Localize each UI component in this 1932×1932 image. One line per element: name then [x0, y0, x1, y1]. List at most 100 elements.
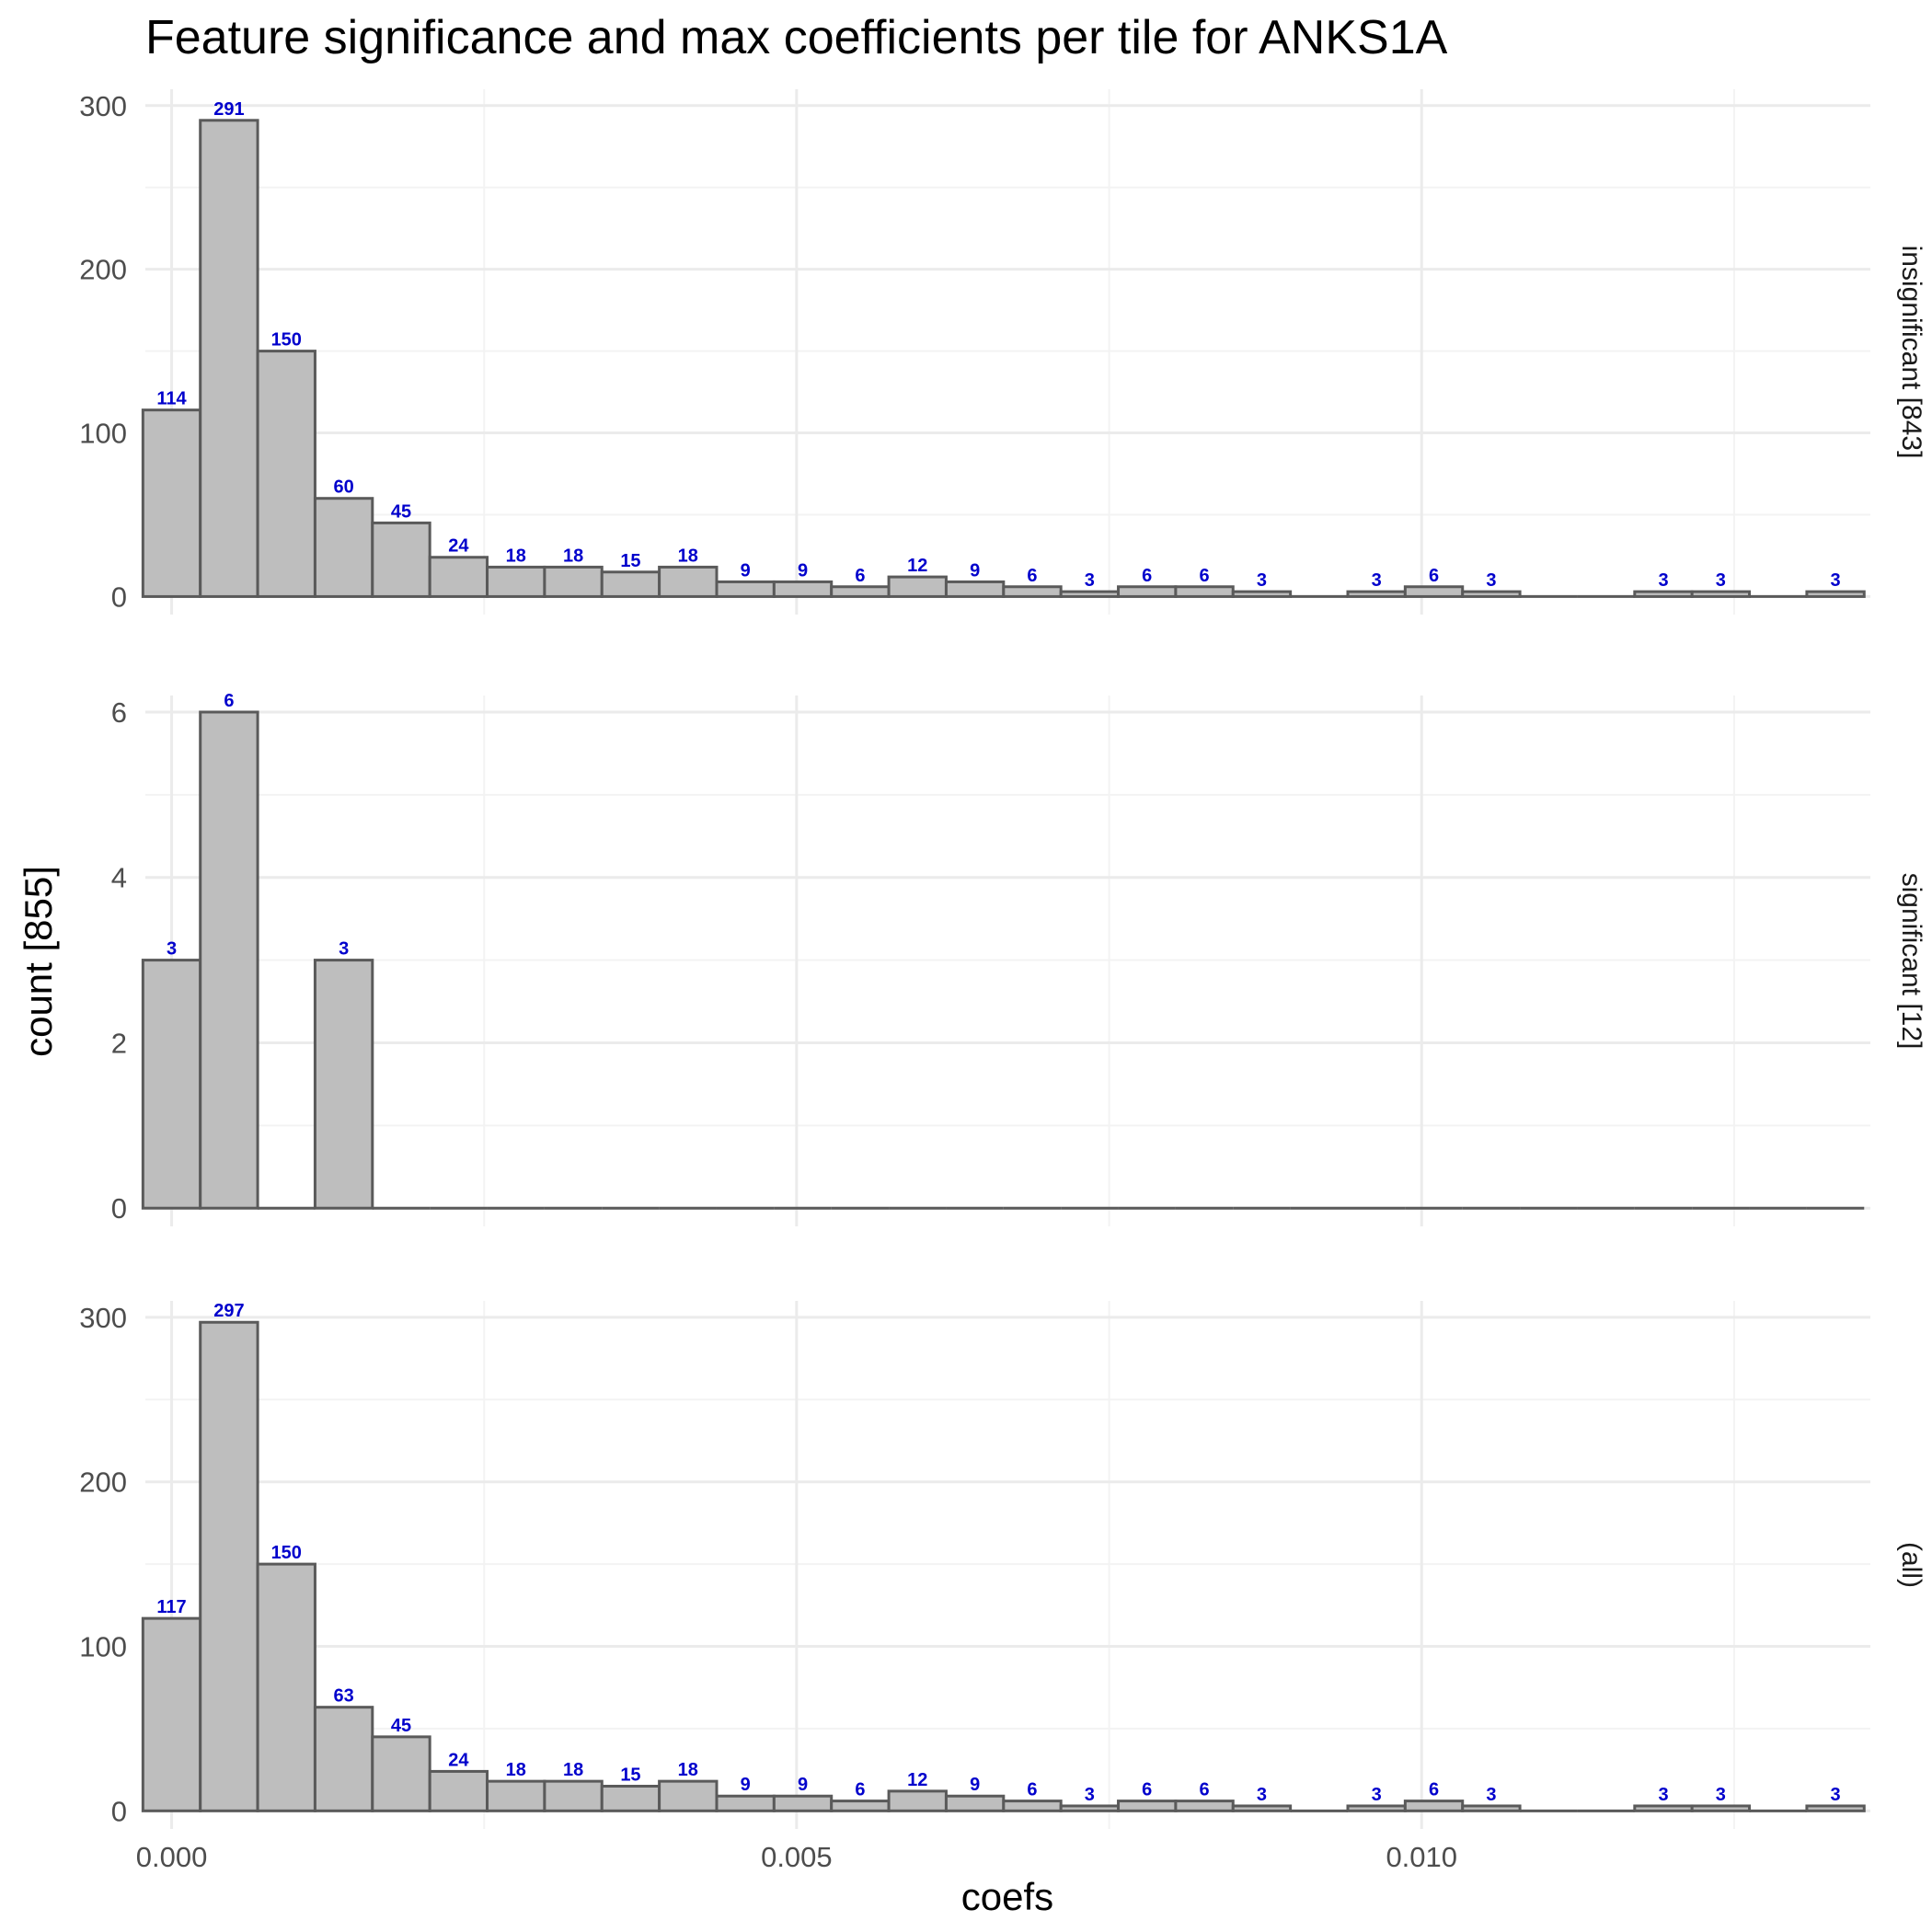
bar-count-label: 9 [798, 560, 808, 581]
bar-count-label: 18 [678, 546, 698, 566]
histogram-bar [543, 565, 604, 598]
bar-count-label: 3 [1658, 1785, 1668, 1805]
histogram-bar [428, 1769, 489, 1812]
histogram-bar [1002, 1800, 1063, 1812]
histogram-bar [1805, 590, 1866, 598]
bar-count-label: 3 [1716, 570, 1726, 591]
histogram-bar [428, 556, 489, 598]
bar-count-label: 18 [506, 546, 526, 566]
bar-count-label: 15 [620, 1765, 640, 1786]
histogram-bar [1002, 585, 1063, 598]
y-tick-label: 200 [79, 254, 127, 286]
bar-count-label: 9 [970, 560, 980, 581]
x-tick-label: 0.005 [761, 1841, 833, 1873]
histogram-bar [313, 959, 374, 1210]
histogram-bar [1690, 1804, 1752, 1812]
histogram-bar [1633, 1804, 1694, 1812]
bar-count-label: 3 [167, 939, 177, 960]
histogram-bar [887, 575, 948, 598]
x-axis-title: coefs [961, 1875, 1053, 1918]
x-tick-label: 0.000 [136, 1841, 208, 1873]
histogram-bar [658, 565, 719, 598]
bar-count-label: 3 [1658, 570, 1668, 591]
bar-count-label: 117 [156, 1597, 186, 1617]
bar-count-label: 297 [213, 1301, 244, 1321]
y-tick-label: 0 [111, 581, 127, 613]
bar-count-label: 3 [1257, 570, 1267, 591]
bar-count-label: 291 [213, 99, 244, 120]
bar-count-label: 45 [391, 1716, 411, 1736]
histogram-bar [715, 1794, 776, 1812]
x-axis: 0.000 0.005 0.010 [136, 1841, 1457, 1873]
y-axis-title: count [855] [17, 866, 60, 1057]
histogram-bar [199, 1320, 259, 1812]
bar-count-label: 6 [1200, 1780, 1210, 1800]
bar-count-label: 9 [741, 1775, 751, 1795]
facet-strip-label: significant [12] [1896, 873, 1926, 1050]
histogram-bar [772, 1794, 834, 1812]
histogram-bar [600, 1785, 661, 1812]
bar-count-label: 3 [1085, 1785, 1095, 1805]
bar-count-label: 6 [1142, 566, 1152, 586]
bar-count-label: 24 [448, 1750, 469, 1770]
bar-count-label: 12 [907, 1770, 927, 1790]
bar-count-label: 3 [1831, 570, 1841, 591]
bar-count-label: 3 [1486, 570, 1496, 591]
bar-count-label: 3 [1257, 1785, 1267, 1805]
histogram-bar [256, 350, 316, 598]
x-tick-label: 0.010 [1386, 1841, 1457, 1873]
histogram-bar [1059, 1804, 1121, 1812]
chart-title: Feature significance and max coefficient… [145, 11, 1448, 64]
histogram-bar [1346, 590, 1407, 598]
histogram-bar [887, 1789, 948, 1812]
histogram-bar [141, 959, 202, 1210]
facet-panel: 0 2 4 6 3 6 3 significant [12] [111, 691, 1926, 1226]
bar-count-label: 18 [678, 1760, 698, 1780]
histogram-bar [1403, 585, 1465, 598]
y-tick-label: 300 [79, 90, 127, 122]
bar-count-label: 3 [1486, 1785, 1496, 1805]
histogram-bar [715, 580, 776, 598]
bar-count-label: 6 [855, 566, 865, 586]
bar-count-label: 6 [855, 1780, 865, 1800]
bar-count-label: 114 [156, 389, 187, 409]
bar-count-label: 6 [1027, 566, 1037, 586]
bar-count-label: 60 [334, 477, 354, 498]
bar-count-label: 3 [1372, 1785, 1382, 1805]
histogram-bar [486, 565, 546, 598]
histogram-bar [944, 1794, 1006, 1812]
histogram-bar [1461, 590, 1522, 598]
histogram-bar [1346, 1804, 1407, 1812]
histogram-bar [1403, 1800, 1465, 1812]
bar-count-label: 9 [798, 1775, 808, 1795]
histogram-bar [371, 521, 431, 598]
bar-count-label: 3 [339, 939, 349, 960]
histogram-bar [1059, 590, 1121, 598]
histogram-bar [830, 1800, 891, 1812]
histogram-bar [1174, 585, 1235, 598]
histogram-bar [1633, 590, 1694, 598]
facet-strip-label: insignificant [843] [1896, 246, 1926, 459]
histogram-bar [830, 585, 891, 598]
histogram-bar [543, 1779, 604, 1812]
histogram-bar [1117, 585, 1178, 598]
bar-count-label: 6 [1200, 566, 1210, 586]
histogram-bar [371, 1735, 431, 1812]
y-tick-label: 2 [111, 1027, 127, 1059]
histogram-bar [141, 1616, 202, 1812]
facet-panel: 0 100 200 300 114 291 150 60 45 24 18 18 15 18 9 9 6 12 9 6… [79, 89, 1926, 615]
bar-count-label: 6 [1142, 1780, 1152, 1800]
bar-count-label: 6 [1027, 1780, 1037, 1800]
bar-count-label: 15 [620, 551, 640, 571]
bar-count-label: 18 [563, 1760, 583, 1780]
histogram-bar [141, 408, 202, 598]
histogram-bar [600, 570, 661, 598]
histogram-bar [772, 580, 834, 598]
histogram-bar [486, 1779, 546, 1812]
bar-count-label: 150 [271, 1543, 302, 1563]
y-tick-label: 0 [111, 1192, 127, 1225]
histogram-bar [1805, 1804, 1866, 1812]
